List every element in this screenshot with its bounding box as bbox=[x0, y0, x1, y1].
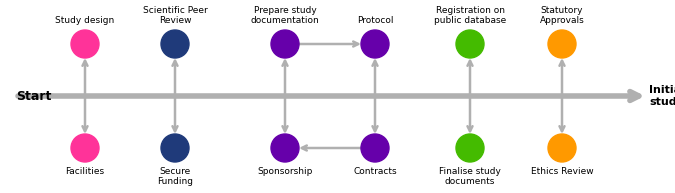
Circle shape bbox=[548, 134, 576, 162]
Text: Initiation of
study: Initiation of study bbox=[649, 85, 675, 107]
Text: Prepare study
documentation: Prepare study documentation bbox=[250, 6, 319, 25]
Text: Start: Start bbox=[16, 90, 51, 102]
Circle shape bbox=[548, 30, 576, 58]
Circle shape bbox=[161, 30, 189, 58]
Circle shape bbox=[71, 30, 99, 58]
Text: Finalise study
documents: Finalise study documents bbox=[439, 167, 501, 186]
Text: Scientific Peer
Review: Scientific Peer Review bbox=[142, 6, 207, 25]
Text: Registration on
public database: Registration on public database bbox=[434, 6, 506, 25]
Circle shape bbox=[361, 30, 389, 58]
Text: Facilities: Facilities bbox=[65, 167, 105, 176]
Text: Secure
Funding: Secure Funding bbox=[157, 167, 193, 186]
Circle shape bbox=[456, 30, 484, 58]
Text: Protocol: Protocol bbox=[357, 16, 394, 25]
Text: Contracts: Contracts bbox=[353, 167, 397, 176]
Circle shape bbox=[361, 134, 389, 162]
Text: Statutory
Approvals: Statutory Approvals bbox=[539, 6, 585, 25]
Circle shape bbox=[161, 134, 189, 162]
Circle shape bbox=[271, 30, 299, 58]
Text: Sponsorship: Sponsorship bbox=[257, 167, 313, 176]
Text: Study design: Study design bbox=[55, 16, 115, 25]
Circle shape bbox=[71, 134, 99, 162]
Text: Ethics Review: Ethics Review bbox=[531, 167, 593, 176]
Circle shape bbox=[456, 134, 484, 162]
Circle shape bbox=[271, 134, 299, 162]
